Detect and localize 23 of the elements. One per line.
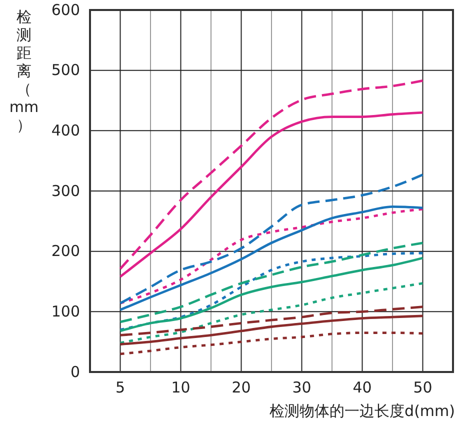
x-tick-label: 50	[413, 378, 432, 397]
x-tick-label: 20	[232, 378, 251, 397]
line-series	[119, 306, 424, 336]
y-tick-label: 600	[51, 0, 80, 19]
x-tick-label: 5	[115, 378, 126, 397]
line-series	[119, 332, 424, 356]
line-series	[119, 111, 424, 278]
line-series	[119, 314, 424, 346]
y-tick-label: 300	[51, 182, 80, 200]
y-tick-label: 200	[51, 242, 80, 260]
y-tick-label: 100	[51, 302, 80, 320]
line-series	[119, 242, 424, 324]
x-tick-label: 30	[292, 378, 312, 397]
x-axis-title: 检测物体的一边长度d(mm)	[270, 402, 455, 420]
line-series	[119, 282, 424, 344]
y-tick-label: 0	[70, 362, 80, 381]
y-axis-title: 检测距离（mm）	[9, 8, 39, 134]
line-series	[119, 79, 424, 270]
x-tick-label: 40	[352, 378, 372, 397]
line-series	[119, 174, 424, 304]
y-tick-label: 500	[51, 61, 80, 80]
x-tick-label: 10	[171, 378, 190, 397]
y-tick-label: 400	[51, 121, 80, 140]
